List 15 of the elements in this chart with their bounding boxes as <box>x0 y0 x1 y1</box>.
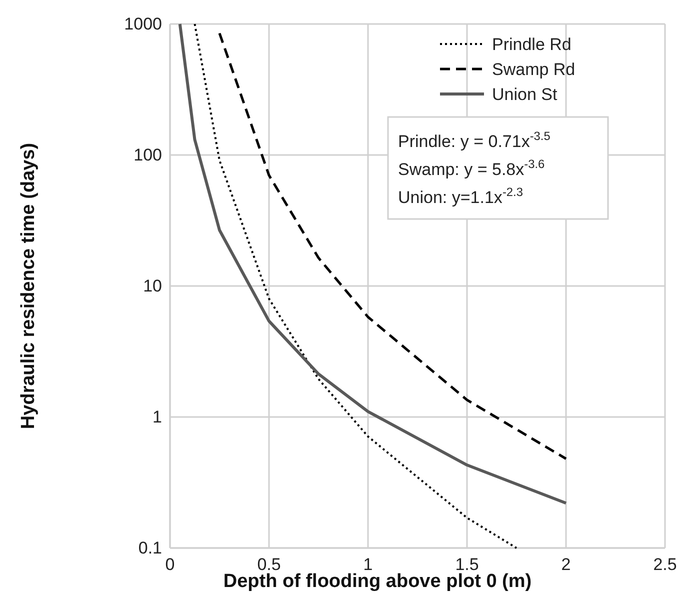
x-tick-label: 0 <box>165 555 175 574</box>
y-axis-title: Hydraulic residence time (days) <box>18 142 39 430</box>
x-tick-label: 2.5 <box>653 555 677 574</box>
y-tick-label: 1 <box>152 407 162 426</box>
x-tick-label: 2 <box>561 555 571 574</box>
y-tick-label: 10 <box>143 276 162 296</box>
y-tick-label: 100 <box>134 145 162 164</box>
legend-label: Union St <box>492 85 558 104</box>
annotation: Prindle: y = 0.71x$^{-3.5}$ <box>398 129 551 151</box>
annotation: Union: y=1.1x$^{-2.3}$ <box>398 185 524 207</box>
legend-label: Prindle Rd <box>492 35 572 54</box>
legend-label: Swamp Rd <box>492 60 576 79</box>
annotation: Swamp: y = 5.8x$^{-3.6}$ <box>398 157 546 179</box>
y-tick-label: 0.1 <box>138 538 162 558</box>
y-tick-label: 1000 <box>124 14 162 34</box>
